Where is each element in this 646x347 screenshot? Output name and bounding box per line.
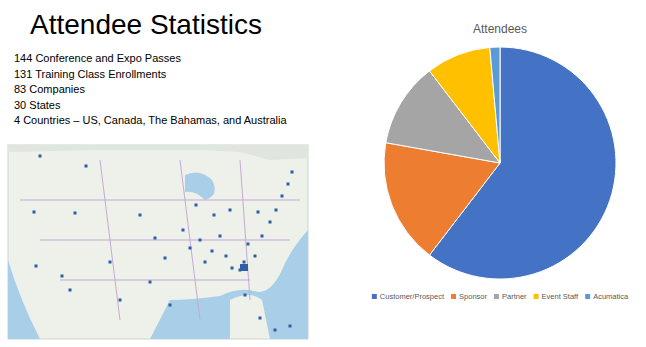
map-dot xyxy=(225,255,228,258)
map-dot xyxy=(195,204,198,207)
legend-label: Event Staff xyxy=(542,292,579,301)
map-dot xyxy=(164,257,167,260)
map-dot xyxy=(213,214,216,217)
map-dot xyxy=(289,325,292,328)
map-water xyxy=(8,260,40,339)
map-dot xyxy=(257,211,260,214)
map-dot xyxy=(189,247,192,250)
map-dot xyxy=(199,239,202,242)
map-dot xyxy=(35,265,38,268)
map-dot xyxy=(259,317,262,320)
stat-line: 30 States xyxy=(14,99,61,111)
slide-title: Attendee Statistics xyxy=(30,9,262,40)
legend-swatch xyxy=(534,294,539,299)
map-dot xyxy=(74,212,77,215)
pie xyxy=(384,47,616,279)
legend-label: Partner xyxy=(502,292,527,301)
slide: Attendee Statistics 144 Conference and Ex… xyxy=(0,0,646,347)
map-lakes xyxy=(185,172,215,200)
map-dot xyxy=(85,165,88,168)
legend-label: Acumatica xyxy=(593,292,629,301)
map-dot xyxy=(244,294,247,297)
stat-line: 4 Countries – US, Canada, The Bahamas, a… xyxy=(14,114,287,126)
map-dot xyxy=(149,281,152,284)
legend-swatch xyxy=(585,294,590,299)
map-dot xyxy=(109,261,112,264)
map-dot xyxy=(240,264,248,271)
map-dot xyxy=(169,304,172,307)
map xyxy=(8,145,308,339)
map-canada xyxy=(8,145,308,160)
map-dot xyxy=(291,171,294,174)
legend-label: Sponsor xyxy=(459,292,487,301)
map-land xyxy=(8,145,308,339)
map-dot xyxy=(254,255,257,258)
map-dot xyxy=(119,299,122,302)
map-dot xyxy=(69,289,72,292)
pie-slice xyxy=(490,47,500,163)
stat-line: 144 Conference and Expo Passes xyxy=(14,52,181,64)
map-dot xyxy=(274,329,277,332)
map-dot xyxy=(247,243,250,246)
map-roads xyxy=(20,160,300,320)
map-dot xyxy=(211,250,214,253)
map-dot xyxy=(182,229,185,232)
map-dot xyxy=(229,209,232,212)
chart-title: Attendees xyxy=(473,22,527,36)
legend-swatch xyxy=(372,294,377,299)
stat-line: 83 Companies xyxy=(14,83,85,95)
map-dot xyxy=(39,155,42,158)
map-dot xyxy=(61,275,64,278)
legend-swatch xyxy=(451,294,456,299)
map-dot xyxy=(269,221,272,224)
legend-swatch xyxy=(494,294,499,299)
legend-label: Customer/Prospect xyxy=(380,292,445,301)
map-dot xyxy=(275,209,278,212)
map-dot xyxy=(281,195,284,198)
map-dot xyxy=(204,261,207,264)
map-dot xyxy=(243,261,246,264)
map-dot xyxy=(231,267,234,270)
map-water xyxy=(150,230,308,339)
map-dot xyxy=(154,237,157,240)
stat-line: 131 Training Class Enrollments xyxy=(14,68,167,80)
map-dot xyxy=(33,211,36,214)
map-dot xyxy=(139,214,142,217)
map-dot xyxy=(261,235,264,238)
pie-slice xyxy=(429,47,500,163)
legend: Customer/Prospect Sponsor Partner Event Sta… xyxy=(372,292,629,301)
map-dot xyxy=(219,235,222,238)
map-dot xyxy=(287,183,290,186)
